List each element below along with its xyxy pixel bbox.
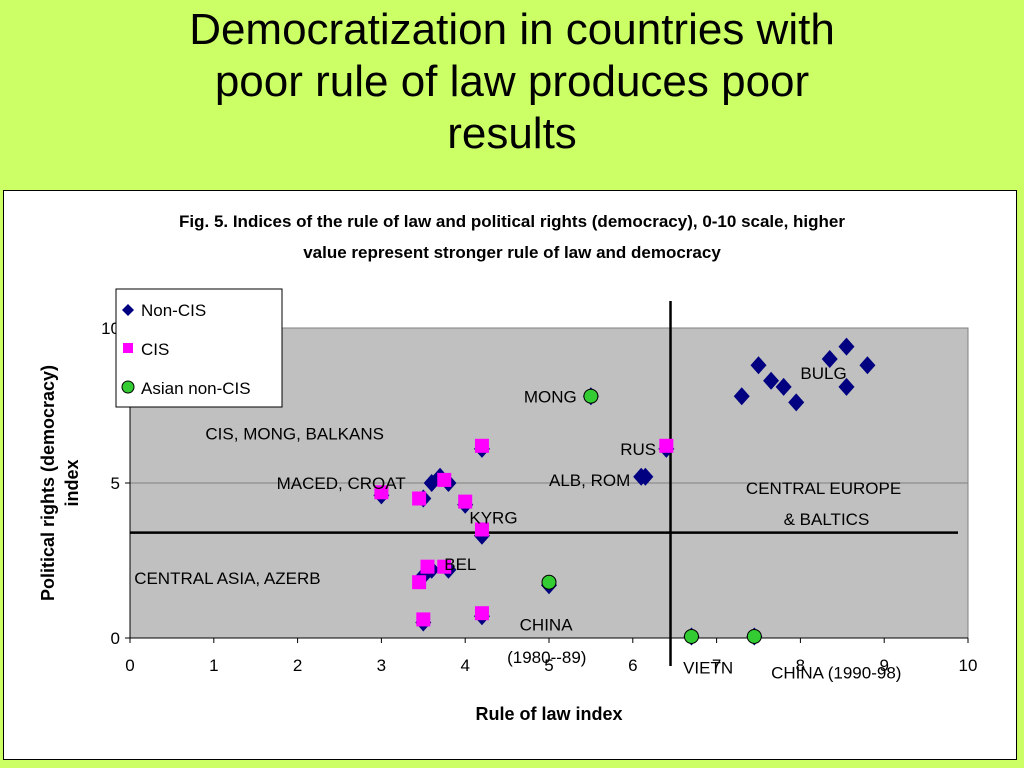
point-non-cis-21 [788, 393, 805, 412]
annotation-1: MONG [524, 387, 577, 406]
point-asian-non-cis-2 [683, 628, 699, 644]
legend-label-non-cis: Non-CIS [141, 301, 206, 320]
point-non-cis-15 [637, 467, 654, 486]
legend: Non-CIS CIS Asian non-CIS [115, 288, 283, 408]
x-tick-label-5: 5 [544, 656, 553, 675]
point-cis-3 [458, 494, 473, 509]
annotation-10: & BALTICS [784, 510, 870, 529]
annotation-4: RUS [620, 440, 656, 459]
x-tick-label-3: 3 [377, 656, 386, 675]
slide-title-line-1: Democratization in countries with [189, 5, 835, 54]
point-cis-0 [374, 485, 389, 500]
point-cis-6 [659, 438, 674, 453]
annotation-3: ALB, ROM [549, 471, 630, 490]
x-axis-title: Rule of law index [475, 704, 622, 724]
annotation-13: VIETN [683, 659, 733, 678]
annotation-14: CHINA (1990-98) [771, 663, 901, 682]
point-non-cis-22 [821, 350, 838, 368]
chart-title-line-2: value represent stronger rule of law and… [303, 243, 721, 262]
x-tick-label-10: 10 [959, 656, 978, 675]
point-cis-4 [474, 522, 489, 537]
point-asian-non-cis-3 [746, 628, 762, 644]
point-asian-non-cis-1 [541, 574, 557, 590]
x-tick-label-4: 4 [460, 656, 469, 675]
y-tick-label-10: 10 [101, 319, 120, 338]
scatter-chart: Fig. 5. Indices of the rule of law and p… [38, 212, 977, 724]
x-tick-label-1: 1 [209, 656, 218, 675]
slide-title: Democratization in countries with poor r… [0, 4, 1024, 160]
axis-ticks: 0 1 2 3 4 5 6 7 8 9 10 0 5 10 [101, 319, 977, 675]
y-tick-label-5: 5 [111, 474, 120, 493]
legend-label-asian-non-cis: Asian non-CIS [141, 379, 251, 398]
legend-marker-asian-non-cis [121, 380, 135, 394]
annotation-9: CENTRAL EUROPE [746, 479, 901, 498]
annotation-0: CIS, MONG, BALKANS [205, 425, 384, 444]
legend-marker-cis [123, 343, 133, 353]
point-cis-10 [416, 612, 431, 627]
annotations: CIS, MONG, BALKANS MONG MACED, CROAT ALB, R… [134, 364, 901, 682]
annotation-6: KYRG [469, 508, 517, 527]
slide-title-line-2: poor rule of law produces poor [214, 57, 810, 106]
x-tick-label-6: 6 [628, 656, 637, 675]
annotation-7: BEL [444, 555, 476, 574]
point-non-cis-24 [838, 377, 855, 396]
point-cis-5 [474, 438, 489, 453]
point-cis-7 [412, 575, 427, 590]
y-axis-title-line-1: Political rights (democracy) [38, 365, 58, 601]
point-non-cis-20 [775, 377, 792, 396]
point-non-cis-23 [838, 337, 855, 356]
data-points [373, 337, 876, 646]
legend-box [115, 288, 283, 408]
annotation-11: CHINA [520, 615, 574, 634]
point-cis-8 [420, 559, 435, 574]
x-tick-label-0: 0 [125, 656, 134, 675]
annotation-2: MACED, CROAT [277, 474, 406, 493]
point-non-cis-18 [750, 356, 767, 375]
point-non-cis-17 [733, 387, 750, 406]
point-cis-11 [474, 606, 489, 621]
point-cis-9 [437, 559, 452, 574]
annotation-12: (1980--89) [507, 648, 586, 667]
x-tick-label-8: 8 [796, 656, 805, 675]
point-cis-2 [437, 472, 452, 487]
slide-title-line-3: results [447, 109, 577, 158]
chart-title-line-1: Fig. 5. Indices of the rule of law and p… [179, 212, 845, 231]
point-non-cis-25 [859, 356, 876, 375]
annotation-5: BULG [800, 364, 846, 383]
point-non-cis-19 [763, 371, 780, 390]
y-tick-label-0: 0 [111, 629, 120, 648]
x-tick-label-9: 9 [879, 656, 888, 675]
annotation-8: CENTRAL ASIA, AZERB [134, 569, 320, 588]
y-axis-title-line-2: index [62, 459, 82, 506]
chart-frame: Fig. 5. Indices of the rule of law and p… [3, 190, 1017, 760]
point-asian-non-cis-0 [583, 388, 599, 404]
legend-label-cis: CIS [141, 340, 169, 359]
x-tick-label-7: 7 [712, 656, 721, 675]
point-cis-1 [412, 491, 427, 506]
legend-marker-non-cis [122, 304, 134, 316]
x-tick-label-2: 2 [293, 656, 302, 675]
